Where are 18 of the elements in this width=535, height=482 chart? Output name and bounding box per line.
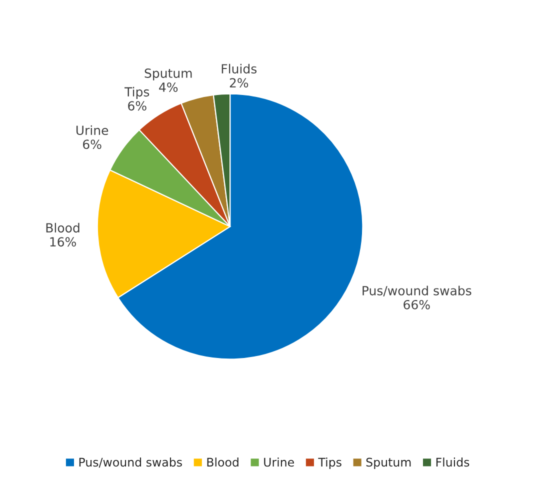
legend-label: Urine [264,458,294,467]
slice-label: Blood [46,222,80,233]
data-label: 6% [83,140,102,150]
slice-label: Urine [76,125,108,136]
data-label: 16% [50,237,76,247]
data-label: 2% [230,78,248,88]
slice-label: Tips [124,86,150,99]
legend-label: Pus/wound swabs [79,458,182,468]
data-label: 66% [404,300,430,310]
legend-label: Tips [318,458,342,469]
legend-label: Blood [207,458,238,467]
data-label: 4% [159,82,178,92]
slice-label: Fluids [222,64,257,74]
legend-label: Fluids [436,458,470,467]
slice-label: Pus/wound swabs [362,286,472,296]
slice-label: Sputum [144,68,192,80]
legend-label: Sputum [366,458,411,469]
data-label: 6% [128,101,146,111]
